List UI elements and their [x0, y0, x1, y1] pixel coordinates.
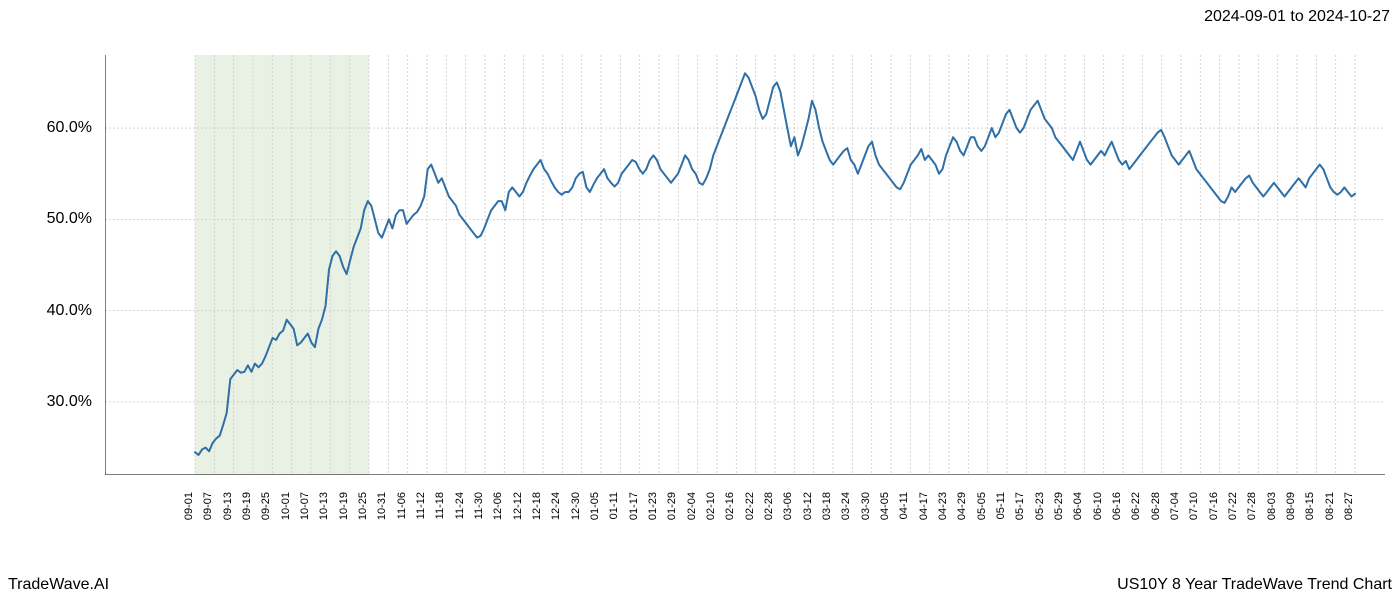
- x-tick-label: 01-11: [608, 492, 620, 519]
- x-tick-label: 01-05: [589, 492, 601, 520]
- y-axis: 30.0% 40.0% 50.0% 60.0%: [0, 55, 100, 475]
- x-tick-label: 12-24: [550, 492, 562, 520]
- x-tick-label: 07-28: [1246, 492, 1258, 520]
- x-tick-label: 09-25: [260, 492, 272, 520]
- y-tick-label: 50.0%: [47, 210, 92, 228]
- x-tick-label: 12-18: [531, 492, 543, 520]
- x-tick-label: 02-16: [724, 492, 736, 520]
- x-tick-label: 02-10: [705, 492, 717, 520]
- x-tick-label: 05-29: [1053, 492, 1065, 520]
- x-tick-label: 08-21: [1324, 492, 1336, 520]
- x-tick-label: 10-25: [357, 492, 369, 520]
- x-tick-label: 03-30: [860, 492, 872, 520]
- chart-title: US10Y 8 Year TradeWave Trend Chart: [1117, 576, 1392, 594]
- x-tick-label: 04-29: [956, 492, 968, 520]
- x-tick-label: 11-12: [415, 492, 427, 519]
- x-tick-label: 08-15: [1304, 492, 1316, 520]
- x-tick-label: 06-10: [1092, 492, 1104, 520]
- x-tick-label: 02-28: [763, 492, 775, 520]
- x-tick-label: 01-23: [647, 492, 659, 520]
- x-tick-label: 09-07: [202, 492, 214, 520]
- x-tick-label: 10-31: [376, 492, 388, 520]
- x-tick-label: 05-17: [1014, 492, 1026, 520]
- x-tick-label: 12-12: [512, 492, 524, 520]
- x-tick-label: 07-10: [1188, 492, 1200, 520]
- x-tick-label: 05-11: [995, 492, 1007, 519]
- x-tick-label: 05-23: [1034, 492, 1046, 520]
- x-tick-label: 08-27: [1343, 492, 1355, 520]
- x-tick-label: 06-16: [1111, 492, 1123, 520]
- x-tick-label: 02-22: [744, 492, 756, 520]
- x-tick-label: 06-28: [1150, 492, 1162, 520]
- x-tick-label: 10-01: [280, 492, 292, 520]
- x-tick-label: 01-29: [666, 492, 678, 520]
- x-tick-label: 10-19: [338, 492, 350, 520]
- x-tick-label: 04-11: [898, 492, 910, 519]
- x-tick-label: 05-05: [976, 492, 988, 520]
- x-tick-label: 09-13: [222, 492, 234, 520]
- x-tick-label: 11-06: [396, 492, 408, 519]
- x-tick-label: 06-22: [1130, 492, 1142, 520]
- x-tick-label: 10-07: [299, 492, 311, 520]
- trend-chart: [105, 55, 1385, 475]
- x-tick-label: 03-12: [802, 492, 814, 520]
- x-axis: 09-01 09-07 09-13 09-19 09-25 10-01 10-07 10-13…: [105, 480, 1385, 560]
- x-tick-label: 07-04: [1169, 492, 1181, 520]
- x-tick-label: 08-03: [1266, 492, 1278, 520]
- x-tick-label: 04-23: [937, 492, 949, 520]
- y-tick-label: 40.0%: [47, 302, 92, 320]
- x-tick-label: 11-30: [473, 492, 485, 519]
- x-tick-label: 10-13: [318, 492, 330, 520]
- x-tick-label: 06-04: [1072, 492, 1084, 520]
- x-tick-label: 08-09: [1285, 492, 1297, 520]
- chart-svg: [105, 55, 1385, 475]
- y-tick-label: 30.0%: [47, 393, 92, 411]
- y-tick-label: 60.0%: [47, 119, 92, 137]
- x-tick-label: 11-24: [454, 492, 466, 519]
- x-tick-label: 03-24: [840, 492, 852, 520]
- date-range-label: 2024-09-01 to 2024-10-27: [1204, 8, 1390, 26]
- x-tick-label: 09-19: [241, 492, 253, 520]
- x-tick-label: 12-06: [492, 492, 504, 520]
- x-tick-label: 02-04: [686, 492, 698, 520]
- x-tick-label: 11-18: [434, 492, 446, 519]
- x-tick-label: 03-06: [782, 492, 794, 520]
- x-tick-label: 07-22: [1227, 492, 1239, 520]
- x-tick-label: 04-17: [918, 492, 930, 520]
- brand-label: TradeWave.AI: [8, 576, 109, 594]
- x-tick-label: 04-05: [879, 492, 891, 520]
- x-tick-label: 12-30: [570, 492, 582, 520]
- x-tick-label: 07-16: [1208, 492, 1220, 520]
- x-tick-label: 01-17: [628, 492, 640, 520]
- x-tick-label: 09-01: [183, 492, 195, 520]
- x-tick-label: 03-18: [821, 492, 833, 520]
